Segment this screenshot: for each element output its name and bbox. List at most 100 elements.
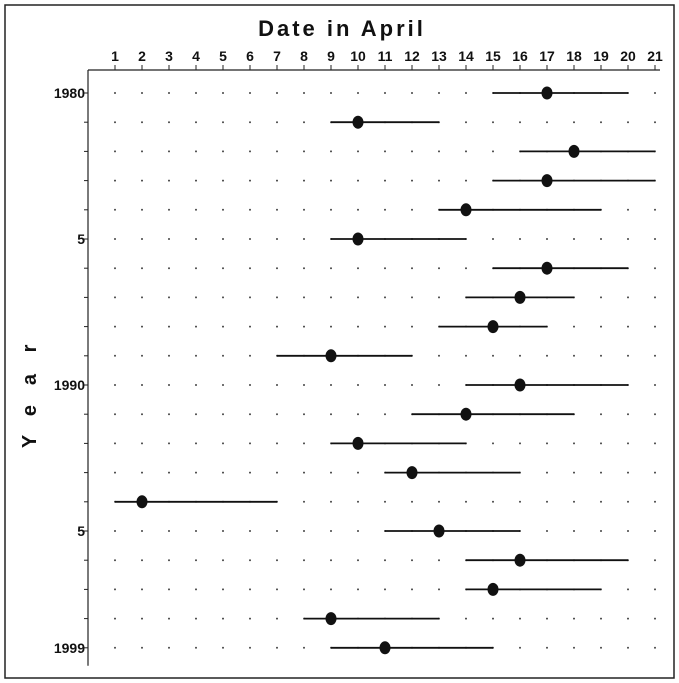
grid-dot [303, 384, 305, 386]
grid-dot [222, 588, 224, 591]
grid-dot [627, 238, 629, 240]
grid-dot [249, 267, 251, 270]
grid-dot [168, 179, 170, 182]
grid-dot [249, 588, 251, 591]
grid-dot [276, 296, 278, 299]
grid-dot [303, 530, 305, 532]
x-tick-label: 12 [404, 48, 420, 64]
mean-dot-1991 [460, 407, 472, 421]
mean-dot-1982 [568, 144, 580, 158]
grid-dot [546, 354, 548, 357]
grid-dot [384, 296, 386, 299]
grid-dots [114, 92, 656, 649]
grid-dot [627, 354, 629, 357]
grid-dot [627, 500, 629, 503]
grid-dot [654, 92, 656, 94]
grid-dot [384, 588, 386, 591]
grid-dot [195, 208, 197, 211]
grid-dot [168, 238, 170, 240]
grid-dot [519, 442, 521, 445]
grid-dot [168, 646, 170, 649]
grid-dot [546, 617, 548, 620]
grid-dot [654, 530, 656, 532]
grid-dot [654, 325, 656, 328]
grid-dot [654, 296, 656, 299]
y-tick-label: 5 [77, 523, 85, 539]
grid-dot [276, 121, 278, 124]
grid-dot [330, 92, 332, 94]
grid-dot [330, 530, 332, 532]
figure-border [4, 4, 675, 679]
grid-dot [384, 384, 386, 386]
axes [84, 65, 660, 666]
grid-dot [330, 471, 332, 474]
grid-dot [168, 588, 170, 591]
grid-dot [384, 413, 386, 416]
grid-dot [195, 354, 197, 357]
y-tick-label: 1990 [54, 377, 85, 393]
grid-dot [195, 238, 197, 240]
grid-dot [141, 208, 143, 211]
y-tick-label: 1999 [54, 640, 85, 656]
grid-dot [276, 267, 278, 270]
grid-dot [141, 588, 143, 591]
y-axis-label: Ye a r [19, 344, 41, 448]
grid-dot [600, 471, 602, 474]
grid-dot [357, 530, 359, 532]
grid-dot [357, 208, 359, 211]
grid-dot [411, 296, 413, 299]
grid-dot [357, 92, 359, 94]
grid-dot [276, 617, 278, 620]
grid-dot [276, 150, 278, 153]
grid-dot [114, 559, 116, 562]
grid-dot [195, 646, 197, 649]
grid-dot [384, 267, 386, 270]
grid-dot [114, 179, 116, 182]
grid-dot [168, 413, 170, 416]
grid-dot [627, 208, 629, 211]
grid-dot [627, 442, 629, 445]
grid-dot [222, 354, 224, 357]
grid-dot [222, 150, 224, 153]
grid-dot [330, 325, 332, 328]
grid-dot [357, 325, 359, 328]
grid-dot [249, 442, 251, 445]
x-tick-label: 8 [300, 48, 308, 64]
grid-dot [222, 530, 224, 532]
grid-dot [141, 471, 143, 474]
grid-dot [357, 471, 359, 474]
mean-dot-1996 [514, 553, 526, 567]
grid-dot [573, 325, 575, 328]
grid-dot [249, 92, 251, 94]
x-tick-label: 20 [620, 48, 636, 64]
grid-dot [438, 384, 440, 386]
grid-dot [492, 617, 494, 620]
x-tick-label: 10 [350, 48, 366, 64]
grid-dot [222, 92, 224, 94]
grid-dot [330, 150, 332, 153]
grid-dot [141, 354, 143, 357]
grid-dot [330, 296, 332, 299]
grid-dot [654, 442, 656, 445]
x-tick-label: 4 [192, 48, 200, 64]
grid-dot [357, 588, 359, 591]
mean-dot-1995 [433, 524, 445, 538]
grid-dot [546, 530, 548, 532]
grid-dot [438, 179, 440, 182]
grid-dot [357, 384, 359, 386]
grid-dot [357, 179, 359, 182]
grid-dot [141, 267, 143, 270]
grid-dot [573, 646, 575, 649]
grid-dot [141, 238, 143, 240]
x-tick-label: 17 [539, 48, 555, 64]
grid-dot [357, 500, 359, 503]
grid-dot [114, 238, 116, 240]
grid-dot [276, 530, 278, 532]
grid-dot [411, 267, 413, 270]
grid-dot [195, 325, 197, 328]
y-tick-label: 1980 [54, 85, 85, 101]
grid-dot [465, 179, 467, 182]
x-tick-label: 16 [512, 48, 528, 64]
grid-dot [438, 559, 440, 562]
